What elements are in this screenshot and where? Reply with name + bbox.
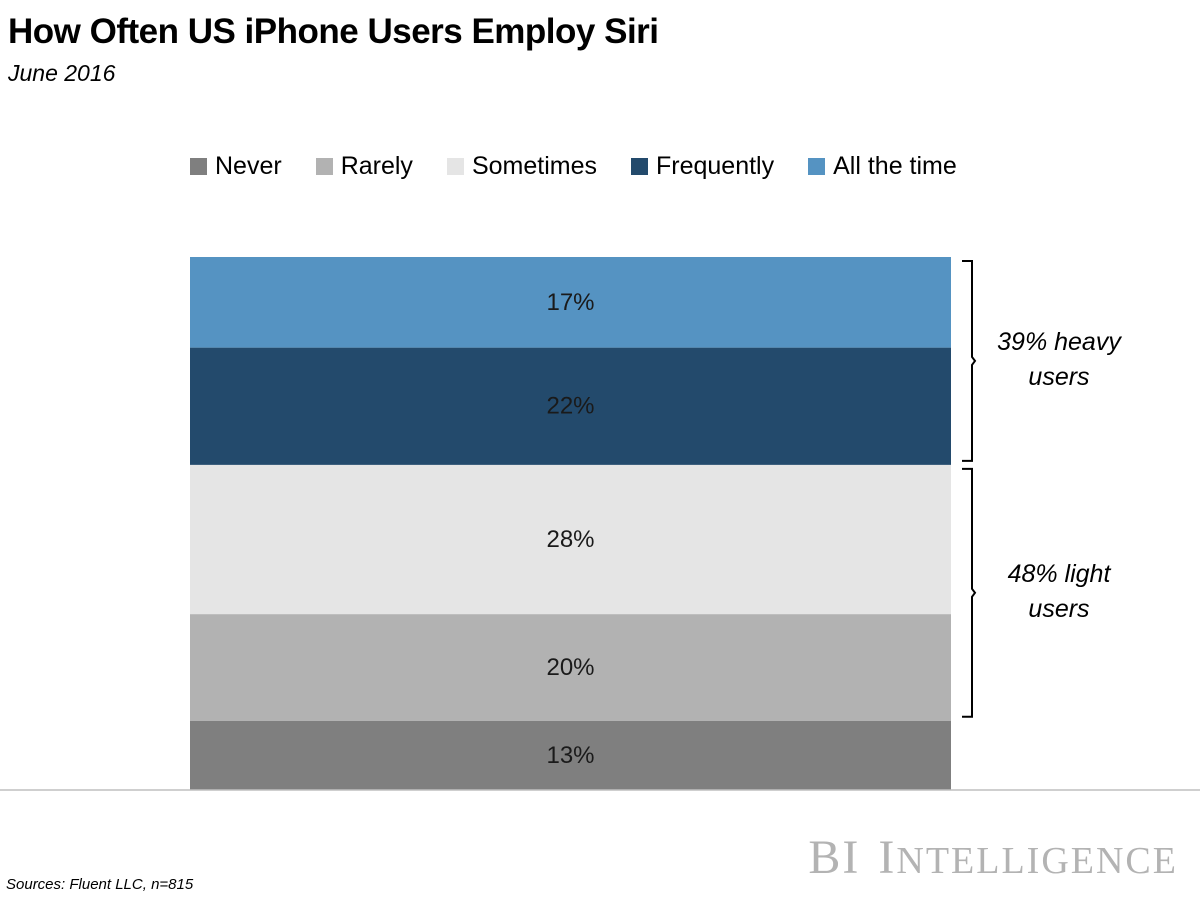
legend-label-rarely: Rarely (340, 151, 413, 180)
bar-segment-all-the-time (190, 257, 951, 348)
heavy-users-annotation: 39% heavy users (997, 327, 1121, 391)
chart-title: How Often US iPhone Users Employ Siri (8, 12, 659, 51)
legend-swatch-all-the-time (808, 157, 826, 175)
legend-swatch-rarely (315, 157, 333, 175)
legend-label-all-the-time: All the time (833, 151, 957, 180)
data-label-all-the-time: 17% (546, 289, 594, 316)
data-label-rarely: 20% (546, 654, 594, 681)
brackets (962, 260, 977, 718)
bar-segments (190, 257, 951, 790)
legend-swatch-never (190, 157, 207, 175)
legend-label-sometimes: Sometimes (471, 151, 597, 180)
legend-item-frequently: Frequently (630, 151, 775, 181)
legend-item-never: Never (190, 152, 282, 181)
bi-intelligence-logo: BI INTELLIGENCE (808, 831, 1178, 884)
segment-labels: 13% 20% 28% 22% 17% (546, 289, 594, 769)
legend-label-never: Never (215, 151, 282, 180)
bracket-light-users (962, 467, 977, 718)
legend: Never Rarely Sometimes Frequently All the ti… (190, 150, 991, 182)
legend-swatch-sometimes (446, 157, 464, 175)
legend-swatch-frequently (630, 157, 648, 175)
legend-item-rarely: Rarely (315, 151, 413, 181)
light-users-annotation: 48% light users (1007, 559, 1111, 623)
bar-segment-sometimes (190, 464, 951, 615)
bracket-heavy-users (962, 260, 977, 462)
chart-subtitle: June 2016 (8, 60, 116, 86)
bar-segment-rarely (190, 614, 951, 721)
data-label-sometimes: 28% (546, 526, 594, 553)
data-label-never: 13% (546, 742, 594, 769)
bar-segment-frequently (190, 347, 951, 465)
data-label-frequently: 22% (546, 393, 594, 420)
bar-segment-never (190, 720, 951, 790)
source-note: Sources: Fluent LLC, n=815 (6, 876, 194, 893)
legend-label-frequently: Frequently (655, 151, 775, 180)
legend-item-all-the-time: All the time (808, 152, 957, 181)
legend-item-sometimes: Sometimes (446, 151, 597, 181)
